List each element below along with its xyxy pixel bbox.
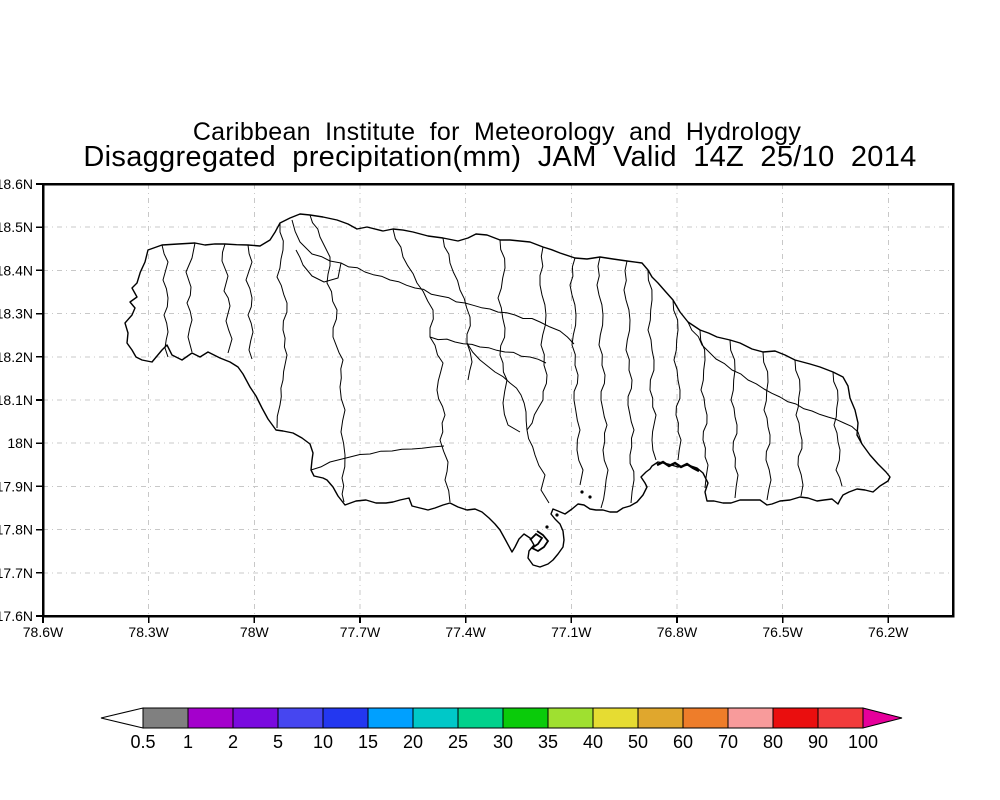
- watershed-boundary: [729, 339, 739, 499]
- jamaica-coastline: [124, 213, 891, 568]
- watershed-boundary: [221, 243, 233, 354]
- watershed-boundary: [672, 299, 682, 461]
- colorbar-segment: [232, 707, 279, 729]
- colorbar-tick-label: 35: [538, 732, 558, 752]
- x-axis-label: 78.6W: [23, 624, 64, 640]
- west-harbour-mangrove: [529, 530, 550, 553]
- watershed-boundary: [596, 256, 609, 509]
- x-axis-label: 76.8W: [657, 624, 698, 640]
- x-axis-label: 78W: [240, 624, 270, 640]
- colorbar-tick-label: 5: [273, 732, 283, 752]
- axis-tick-layer: 78.6W 78.3W 78W 77.7W 77.4W 77.1W 76.8W 76.5W 76…: [0, 176, 909, 640]
- x-axis-label: 77.4W: [445, 624, 486, 640]
- watershed-boundary: [291, 219, 342, 283]
- colorbar-tick-label: 70: [718, 732, 738, 752]
- y-axis-label: 18.5N: [0, 219, 33, 235]
- watershed-boundary: [569, 257, 584, 486]
- offshore-cay: [555, 513, 559, 517]
- colorbar-segment: [367, 707, 414, 729]
- watershed-boundary: [429, 336, 547, 364]
- colorbar-segment: [457, 707, 504, 729]
- colorbar-right-arrow: [862, 707, 903, 729]
- watershed-boundary: [161, 244, 169, 358]
- colorbar-tick-label: 1: [183, 732, 193, 752]
- palisadoes-spit: [656, 460, 700, 473]
- watershed-boundary: [832, 371, 843, 487]
- y-axis-label: 18.6N: [0, 176, 33, 192]
- watershed-boundary: [526, 246, 550, 504]
- x-axis-label: 76.2W: [868, 624, 909, 640]
- watershed-boundary: [442, 237, 473, 381]
- y-axis-label: 18.1N: [0, 392, 33, 408]
- colorbar-segment: [547, 707, 594, 729]
- colorbar-segment: [142, 707, 189, 729]
- colorbar-left-arrow: [100, 707, 144, 729]
- colorbar-tick-label: 10: [313, 732, 333, 752]
- watershed-boundary: [647, 269, 657, 461]
- watershed-boundary: [762, 351, 772, 501]
- colorbar-segment: [322, 707, 369, 729]
- x-axis-label: 77.7W: [340, 624, 381, 640]
- watershed-boundary: [466, 342, 528, 431]
- jamaica-watershed-map: [124, 213, 891, 568]
- colorbar-tick-label: 25: [448, 732, 468, 752]
- colorbar-tick-label: 40: [583, 732, 603, 752]
- colorbar-tick-label: 80: [763, 732, 783, 752]
- x-axis-label: 76.5W: [762, 624, 803, 640]
- colorbar-segment: [772, 707, 819, 729]
- watershed-boundary: [794, 359, 804, 497]
- offshore-cay: [588, 495, 592, 499]
- colorbar-segment: [412, 707, 459, 729]
- gridline-layer: [43, 184, 953, 616]
- watershed-boundary: [245, 244, 254, 360]
- y-axis-label: 17.8N: [0, 522, 33, 538]
- colorbar-segment: [727, 707, 774, 729]
- y-axis-label: 18.4N: [0, 262, 33, 278]
- colorbar-tick-label: 60: [673, 732, 693, 752]
- y-axis-label: 18N: [7, 435, 33, 451]
- watershed-boundary: [687, 321, 863, 445]
- colorbar-segment: [187, 707, 234, 729]
- x-axis-label: 77.1W: [551, 624, 592, 640]
- watershed-boundary: [185, 242, 196, 353]
- colorbar-segment: [637, 707, 684, 729]
- colorbar-segment: [502, 707, 549, 729]
- figure-title-line1: Caribbean Institute for Meteorology and …: [193, 118, 802, 146]
- offshore-cay: [545, 525, 549, 529]
- colorbar-tick-label: 0.5: [130, 732, 155, 752]
- y-axis-label: 17.9N: [0, 478, 33, 494]
- colorbar-segment: [682, 707, 729, 729]
- watershed-boundary: [623, 260, 635, 504]
- watershed-boundary: [497, 239, 521, 433]
- y-axis-label: 18.3N: [0, 306, 33, 322]
- watershed-boundary: [340, 262, 575, 345]
- colorbar-legend: 0.5 1 2 5 10 15 20 25 30 35 40 50 60 70 80 90 100: [100, 707, 903, 752]
- y-axis-label: 17.7N: [0, 565, 33, 581]
- colorbar-tick-label: 50: [628, 732, 648, 752]
- figure-title-line2: Disaggregated precipitation(mm) JAM Vali…: [83, 141, 916, 173]
- colorbar-segment: [277, 707, 324, 729]
- y-axis-label: 17.6N: [0, 608, 33, 624]
- watershed-boundary: [392, 228, 451, 503]
- offshore-cay: [580, 490, 584, 494]
- y-axis-label: 18.2N: [0, 349, 33, 365]
- colorbar-tick-label: 15: [358, 732, 378, 752]
- watershed-boundary: [276, 223, 288, 429]
- watershed-boundary: [309, 214, 346, 503]
- colorbar-segment: [817, 707, 864, 729]
- colorbar-tick-label: 2: [228, 732, 238, 752]
- colorbar-tick-label: 20: [403, 732, 423, 752]
- colorbar-tick-label: 100: [848, 732, 878, 752]
- colorbar-tick-label: 30: [493, 732, 513, 752]
- x-axis-label: 78.3W: [128, 624, 169, 640]
- colorbar-tick-label: 90: [808, 732, 828, 752]
- watershed-boundary: [699, 329, 709, 489]
- colorbar-segment: [592, 707, 639, 729]
- watershed-boundary: [310, 445, 445, 471]
